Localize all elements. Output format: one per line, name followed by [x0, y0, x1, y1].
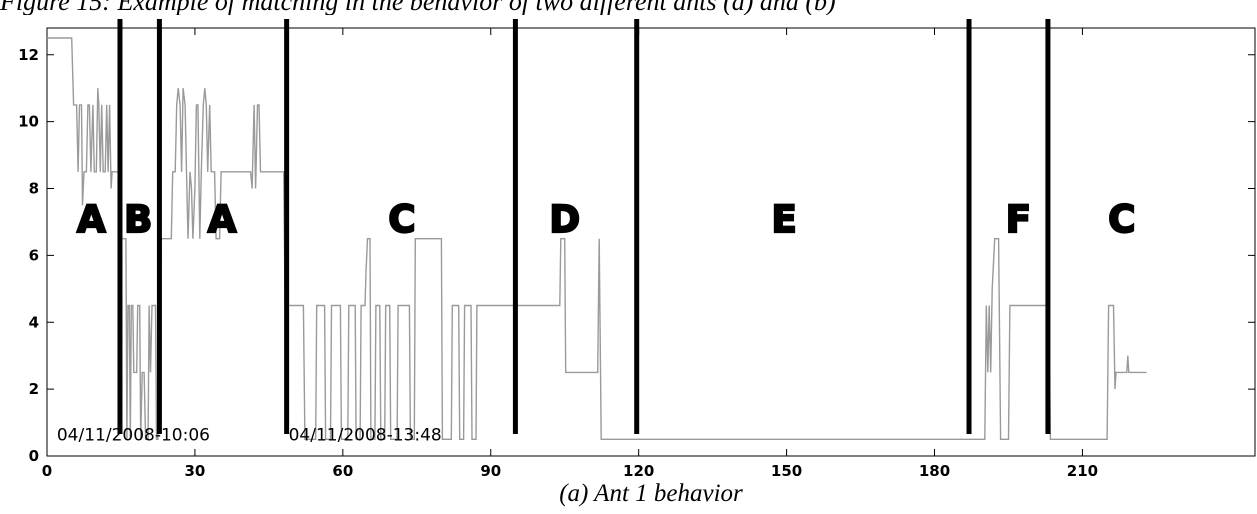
- segment-label: E: [771, 198, 796, 241]
- segment-label: A: [208, 198, 237, 241]
- y-tick-label: 4: [29, 313, 39, 331]
- x-tick-label: 30: [184, 462, 205, 480]
- segment-label: B: [124, 198, 152, 241]
- y-tick-label: 0: [29, 447, 39, 465]
- x-tick-label: 180: [919, 462, 950, 480]
- segment-label: D: [549, 198, 580, 241]
- x-tick-label: 90: [480, 462, 501, 480]
- chart-axes: 0 30 60 90 120 150 180 210 0 2 4 6 8 10 12: [18, 27, 1256, 480]
- y-tick-label: 2: [29, 380, 39, 398]
- x-tick-label: 150: [771, 462, 802, 480]
- y-tick-label: 8: [29, 180, 39, 198]
- timestamp-annotation: 04/11/2008-10:06: [57, 426, 210, 446]
- timestamp-annotations: 04/11/2008-10:06 04/11/2008-13:48: [57, 426, 442, 446]
- timestamp-annotation: 04/11/2008-13:48: [289, 426, 442, 446]
- subfigure-caption: (a) Ant 1 behavior: [559, 480, 743, 507]
- segment-label: A: [77, 198, 106, 241]
- x-tick-label: 210: [1067, 462, 1098, 480]
- segment-dividers: [117, 19, 1051, 434]
- y-tick-label: 12: [18, 46, 39, 64]
- x-tick-label: 60: [332, 462, 353, 480]
- y-tick-label: 10: [18, 113, 39, 131]
- segment-label: C: [388, 198, 415, 241]
- x-tick-label: 0: [42, 462, 52, 480]
- x-tick-label: 120: [623, 462, 654, 480]
- figure-caption: Figure 15: Example of matching in the be…: [0, 0, 836, 15]
- segment-label: F: [1006, 198, 1031, 241]
- plot-frame: [46, 27, 1256, 457]
- y-tick-label: 6: [29, 246, 39, 264]
- segment-label: C: [1108, 198, 1135, 241]
